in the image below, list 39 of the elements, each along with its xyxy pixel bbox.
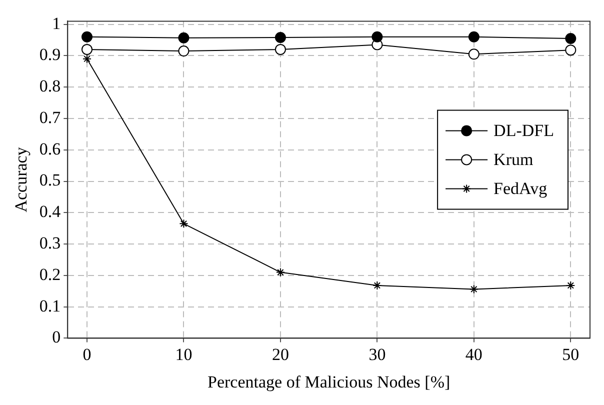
x-tick-label: 50	[562, 344, 580, 364]
y-tick-label: 0.8	[39, 76, 61, 96]
y-axis-title: Accuracy	[12, 146, 31, 212]
y-tick-label: 1	[52, 14, 61, 33]
x-tick-label: 20	[272, 344, 289, 364]
y-tick-label: 0.3	[39, 234, 61, 253]
point	[274, 32, 286, 44]
point	[81, 44, 92, 55]
y-tick-label: 0.7	[39, 108, 62, 127]
y-tick-label: 0.2	[39, 264, 61, 284]
point	[566, 280, 576, 290]
point	[178, 46, 190, 57]
point	[179, 219, 188, 228]
point	[276, 268, 285, 277]
x-tick-label: 40	[465, 344, 482, 364]
x-tick-label: 0	[82, 344, 92, 364]
legend-label: DL-DFL	[494, 121, 554, 140]
legend-label: Krum	[494, 150, 534, 170]
point	[372, 280, 382, 290]
legend-label: FedAvg	[494, 179, 548, 198]
point	[469, 284, 478, 294]
x-tick-label: 10	[175, 344, 192, 364]
y-tick-label: 0.6	[39, 139, 61, 158]
x-axis-title: Percentage of Malicious Nodes [%]	[208, 372, 450, 392]
point	[372, 31, 383, 42]
y-tick-label: 0.9	[39, 45, 61, 64]
y-tick-label: 0.1	[39, 296, 61, 316]
point	[468, 48, 480, 60]
point	[82, 54, 92, 64]
y-tick-label: 0.4	[39, 202, 62, 222]
point	[81, 31, 92, 42]
point	[565, 44, 576, 56]
point	[274, 44, 286, 55]
point	[565, 32, 576, 44]
y-tick-label: 0.5	[39, 170, 61, 190]
point	[468, 31, 480, 42]
x-tick-label: 30	[368, 344, 386, 364]
point	[178, 32, 190, 44]
y-tick-label: 0	[52, 328, 61, 347]
